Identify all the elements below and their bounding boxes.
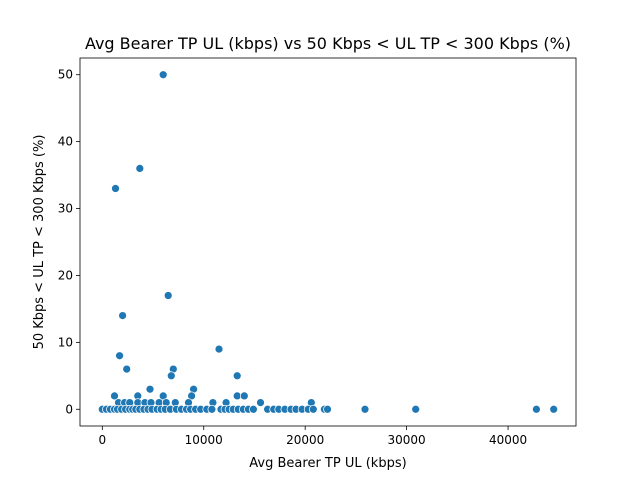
y-tick-label: 10 <box>58 335 73 349</box>
data-point <box>145 384 155 394</box>
x-tick-label: 20000 <box>286 433 324 447</box>
data-points <box>97 70 559 414</box>
data-point <box>135 164 145 173</box>
data-point <box>549 404 559 414</box>
data-point <box>360 404 370 414</box>
chart-title: Avg Bearer TP UL (kbps) vs 50 Kbps < UL … <box>85 34 571 53</box>
data-point <box>532 404 541 414</box>
data-point <box>239 391 249 401</box>
y-tick-label: 20 <box>58 268 73 282</box>
y-axis-label: 50 Kbps < UL TP < 300 Kbps (%) <box>32 135 47 350</box>
data-point <box>118 311 127 320</box>
x-tick-label: 40000 <box>489 433 527 447</box>
y-tick-label: 40 <box>58 135 73 149</box>
data-point <box>122 364 132 374</box>
y-tick-label: 50 <box>58 68 73 82</box>
x-axis-ticks: 0 10000 20000 30000 40000 <box>98 426 527 447</box>
data-point <box>308 404 318 414</box>
data-point <box>207 404 217 414</box>
y-tick-label: 30 <box>58 202 73 216</box>
data-point <box>411 404 421 414</box>
data-point <box>115 351 124 361</box>
data-point <box>110 391 119 401</box>
data-point <box>214 344 224 354</box>
data-point <box>232 371 242 381</box>
data-point <box>166 371 176 381</box>
x-tick-label: 10000 <box>185 433 223 447</box>
y-tick-label: 0 <box>65 402 73 416</box>
data-point <box>158 70 168 80</box>
data-point <box>111 184 120 193</box>
plot-frame <box>79 57 577 427</box>
data-point <box>323 404 332 414</box>
x-axis-label: Avg Bearer TP UL (kbps) <box>249 456 406 471</box>
y-axis-ticks: 0 10 20 30 40 50 <box>58 68 80 416</box>
data-point <box>249 404 258 414</box>
data-point <box>256 398 265 407</box>
x-tick-label: 30000 <box>388 433 426 447</box>
data-point <box>163 291 173 300</box>
x-tick-label: 0 <box>98 433 106 447</box>
